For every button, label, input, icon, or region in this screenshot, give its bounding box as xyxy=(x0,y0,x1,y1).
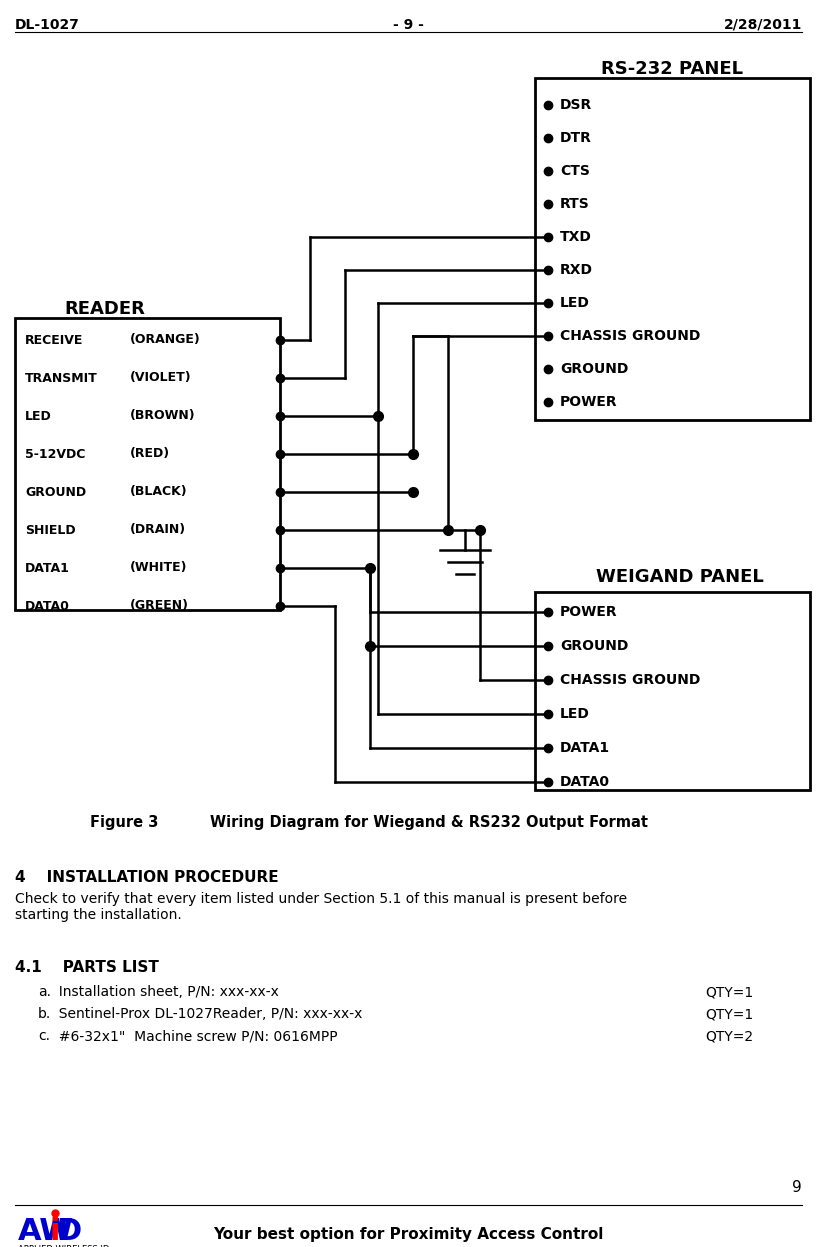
Text: (GREEN): (GREEN) xyxy=(130,600,189,612)
Text: DATA1: DATA1 xyxy=(560,741,610,754)
Text: SHIELD: SHIELD xyxy=(25,524,76,536)
Text: AW: AW xyxy=(18,1217,74,1246)
Text: a.: a. xyxy=(38,985,51,999)
Text: APPLIED WIRELESS ID: APPLIED WIRELESS ID xyxy=(18,1245,109,1247)
Text: QTY=2: QTY=2 xyxy=(705,1029,753,1042)
Text: DTR: DTR xyxy=(560,131,592,145)
Text: GROUND: GROUND xyxy=(560,362,628,377)
Text: RS-232 PANEL: RS-232 PANEL xyxy=(601,60,743,79)
Text: DATA0: DATA0 xyxy=(25,600,70,612)
Text: DL-1027: DL-1027 xyxy=(15,17,80,32)
Text: #6-32x1"  Machine screw P/N: 0616MPP: #6-32x1" Machine screw P/N: 0616MPP xyxy=(50,1029,337,1042)
Text: 4    INSTALLATION PROCEDURE: 4 INSTALLATION PROCEDURE xyxy=(15,870,279,885)
Text: READER: READER xyxy=(65,301,145,318)
Text: (DRAIN): (DRAIN) xyxy=(130,524,186,536)
Text: WEIGAND PANEL: WEIGAND PANEL xyxy=(596,567,764,586)
Text: 4.1    PARTS LIST: 4.1 PARTS LIST xyxy=(15,960,158,975)
Bar xyxy=(15,318,280,610)
Text: CHASSIS GROUND: CHASSIS GROUND xyxy=(560,673,700,687)
Text: RECEIVE: RECEIVE xyxy=(25,333,83,347)
Text: TXD: TXD xyxy=(560,229,592,244)
Text: Your best option for Proximity Access Control: Your best option for Proximity Access Co… xyxy=(212,1227,603,1242)
Text: LED: LED xyxy=(560,296,590,311)
Text: POWER: POWER xyxy=(560,605,618,619)
Text: 9: 9 xyxy=(792,1180,802,1195)
Text: b.: b. xyxy=(38,1008,51,1021)
Text: TRANSMIT: TRANSMIT xyxy=(25,372,98,384)
Text: QTY=1: QTY=1 xyxy=(705,985,753,999)
Text: DSR: DSR xyxy=(560,99,592,112)
Bar xyxy=(535,79,810,420)
Text: GROUND: GROUND xyxy=(25,485,86,499)
Text: LED: LED xyxy=(560,707,590,721)
Text: CHASSIS GROUND: CHASSIS GROUND xyxy=(560,329,700,343)
Text: CTS: CTS xyxy=(560,165,590,178)
Text: (RED): (RED) xyxy=(130,448,170,460)
Text: D: D xyxy=(56,1217,81,1246)
Text: Wiring Diagram for Wiegand & RS232 Output Format: Wiring Diagram for Wiegand & RS232 Outpu… xyxy=(210,816,648,831)
Text: 5-12VDC: 5-12VDC xyxy=(25,448,85,460)
Text: - 9 -: - 9 - xyxy=(392,17,423,32)
Text: RXD: RXD xyxy=(560,263,593,277)
Text: DATA0: DATA0 xyxy=(560,774,610,789)
Text: i: i xyxy=(50,1217,60,1246)
Text: LED: LED xyxy=(25,409,51,423)
Text: QTY=1: QTY=1 xyxy=(705,1008,753,1021)
Text: RTS: RTS xyxy=(560,197,590,211)
Text: Sentinel-Prox DL-1027Reader, P/N: xxx-xx-x: Sentinel-Prox DL-1027Reader, P/N: xxx-xx… xyxy=(50,1008,363,1021)
Text: GROUND: GROUND xyxy=(560,638,628,653)
Text: Installation sheet, P/N: xxx-xx-x: Installation sheet, P/N: xxx-xx-x xyxy=(50,985,279,999)
Text: Figure 3: Figure 3 xyxy=(90,816,158,831)
Text: POWER: POWER xyxy=(560,395,618,409)
Text: (BROWN): (BROWN) xyxy=(130,409,195,423)
Text: (ORANGE): (ORANGE) xyxy=(130,333,201,347)
Text: (WHITE): (WHITE) xyxy=(130,561,187,575)
Text: 2/28/2011: 2/28/2011 xyxy=(724,17,802,32)
Text: DATA1: DATA1 xyxy=(25,561,70,575)
Text: c.: c. xyxy=(38,1029,50,1042)
Text: Check to verify that every item listed under Section 5.1 of this manual is prese: Check to verify that every item listed u… xyxy=(15,892,627,923)
Text: (VIOLET): (VIOLET) xyxy=(130,372,192,384)
Bar xyxy=(535,592,810,791)
Text: (BLACK): (BLACK) xyxy=(130,485,188,499)
